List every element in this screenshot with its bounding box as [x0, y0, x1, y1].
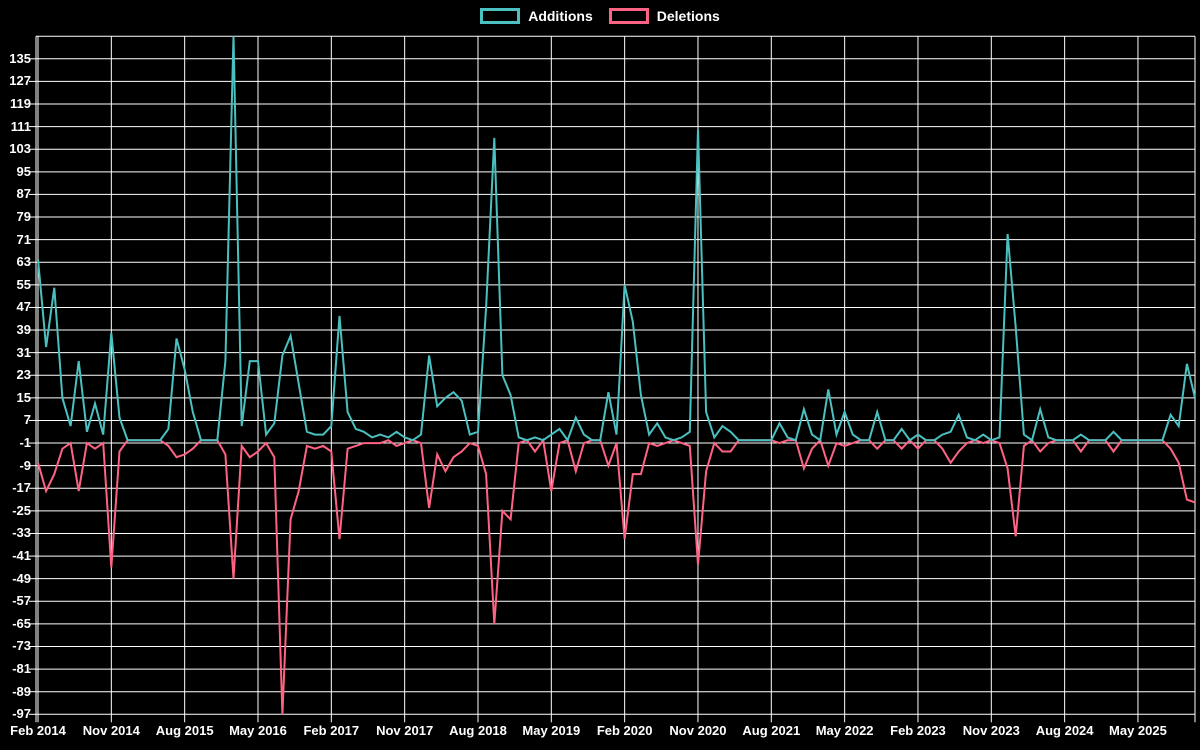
y-axis-tick-label: -17	[12, 480, 31, 496]
deletions-swatch	[608, 8, 649, 24]
y-axis-tick-label: -9	[19, 457, 31, 473]
y-axis-tick-label: 87	[16, 186, 31, 202]
additions-line	[37, 36, 1196, 443]
x-axis-tick-label: Aug 2018	[449, 723, 507, 739]
y-axis-tick-label: 15	[16, 389, 31, 405]
y-axis-tick-label: 7	[23, 412, 31, 428]
y-axis-tick-label: 127	[9, 73, 31, 89]
y-axis-tick-label: 47	[16, 299, 31, 315]
x-axis-tick-label: Nov 2014	[82, 723, 140, 739]
y-axis-tick-label: -57	[12, 593, 31, 609]
legend-item-additions[interactable]: Additions	[480, 8, 593, 24]
y-axis-tick-label: 79	[16, 209, 31, 225]
x-axis-tick-label: Feb 2017	[303, 723, 360, 739]
y-axis-tick-label: 95	[16, 163, 31, 179]
y-axis-tick-label: -81	[12, 661, 31, 677]
y-axis-tick-label: 63	[16, 254, 31, 270]
y-axis-tick-label: -41	[12, 548, 31, 564]
y-axis-tick-label: 55	[16, 276, 31, 292]
additions-legend-label: Additions	[528, 8, 593, 24]
deletions-legend-label: Deletions	[656, 8, 720, 24]
y-axis-tick-label: 39	[16, 322, 31, 338]
y-axis-tick-label: -65	[12, 615, 31, 631]
x-axis-tick-label: Aug 2024	[1035, 723, 1094, 739]
x-axis-tick-label: May 2019	[522, 723, 581, 739]
y-axis-tick-label: 31	[16, 344, 31, 360]
x-axis-tick-label: Feb 2014	[10, 723, 66, 739]
x-axis-tick-label: Feb 2023	[890, 723, 946, 739]
x-axis-tick-label: Nov 2023	[962, 723, 1020, 739]
x-axis-tick-label: May 2022	[815, 723, 874, 739]
x-axis-tick-label: Aug 2021	[742, 723, 801, 739]
x-axis-tick-label: Feb 2020	[596, 723, 653, 739]
y-axis-tick-label: -97	[12, 706, 31, 722]
additions-swatch	[480, 8, 521, 24]
y-axis-tick-label: 71	[16, 231, 31, 247]
y-axis-tick-label: -73	[12, 638, 31, 654]
y-axis-tick-label: -89	[12, 683, 31, 699]
x-axis-tick-label: Aug 2015	[155, 723, 214, 739]
x-axis-tick-label: May 2025	[1109, 723, 1167, 739]
x-axis-tick-label: Nov 2017	[376, 723, 434, 739]
y-axis-tick-label: -33	[12, 525, 31, 541]
x-axis-tick-label: Nov 2020	[669, 723, 727, 739]
y-axis-tick-label: -49	[12, 570, 31, 586]
y-axis-tick-label: 119	[10, 96, 31, 111]
y-axis-tick-label: 23	[16, 367, 31, 383]
legend-item-deletions[interactable]: Deletions	[608, 8, 720, 24]
y-axis-tick-label: -1	[19, 435, 31, 451]
y-axis-tick-label: 103	[9, 141, 31, 157]
chart-legend: Additions Deletions	[0, 8, 1200, 24]
x-axis-tick-label: May 2016	[229, 723, 287, 739]
y-axis-tick-label: -25	[12, 502, 31, 518]
y-axis-tick-label: 135	[9, 50, 31, 66]
y-axis-tick-label: 111	[10, 118, 31, 134]
deletions-line	[37, 437, 1196, 715]
